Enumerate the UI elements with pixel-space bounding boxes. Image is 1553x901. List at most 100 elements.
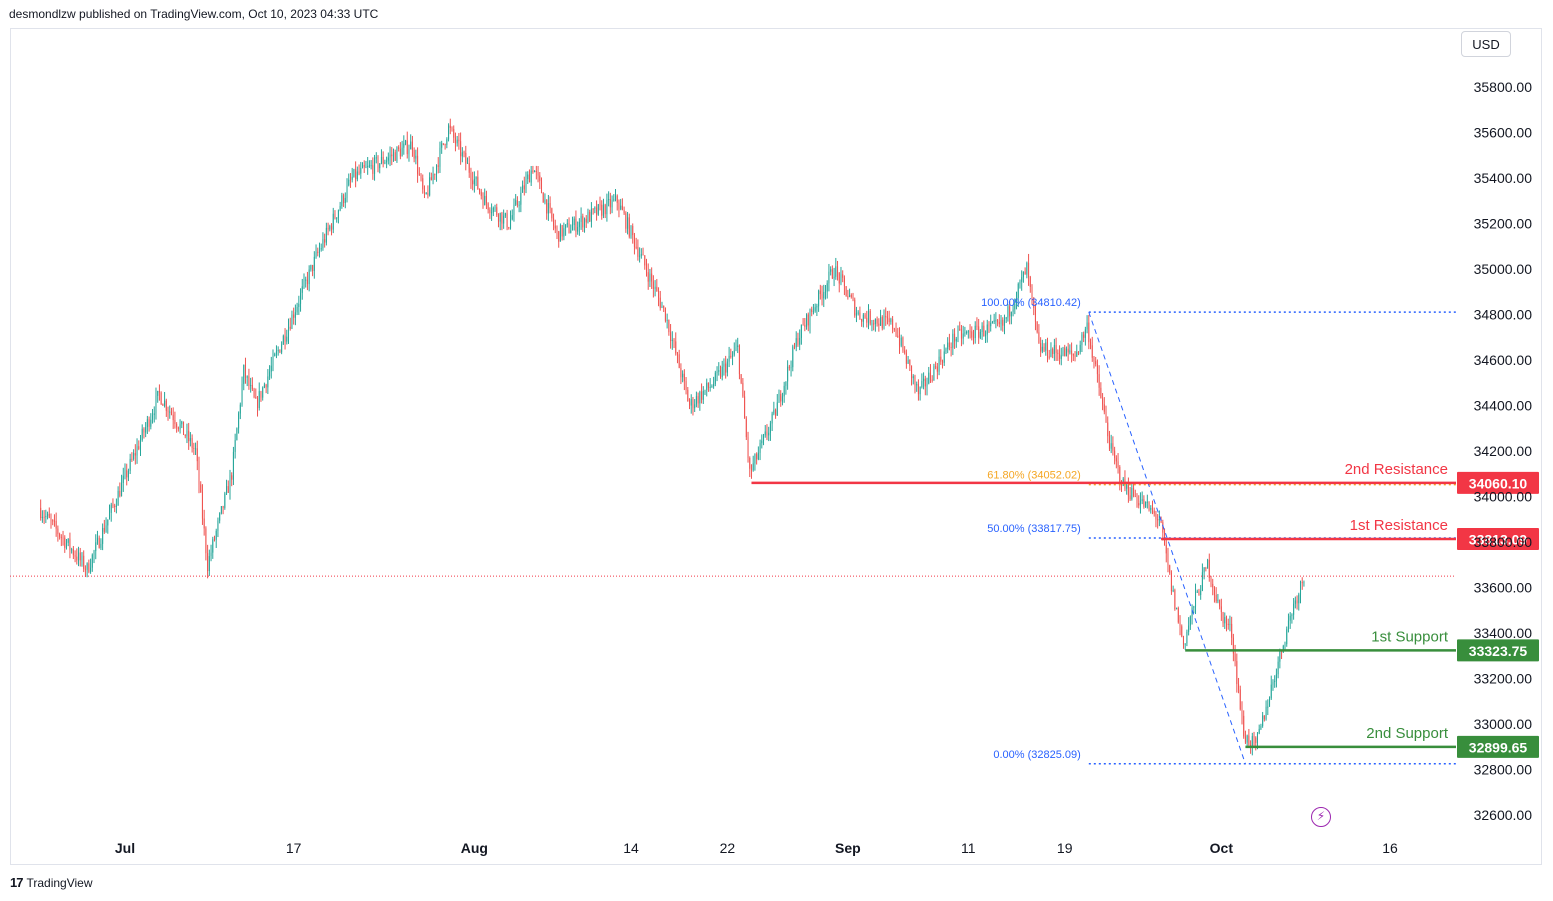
candle-body bbox=[551, 208, 553, 219]
candle-body bbox=[754, 454, 756, 464]
candle-body bbox=[377, 157, 379, 169]
candle bbox=[1162, 519, 1164, 541]
candle bbox=[449, 118, 451, 135]
candle bbox=[423, 185, 425, 199]
currency-button[interactable]: USD bbox=[1461, 31, 1511, 57]
candle bbox=[331, 223, 333, 236]
candle bbox=[468, 156, 470, 178]
candle bbox=[711, 384, 713, 388]
candle-body bbox=[83, 555, 85, 569]
candle-body bbox=[926, 383, 928, 387]
chart-pane[interactable] bbox=[10, 28, 1542, 865]
candle-body bbox=[170, 411, 172, 415]
candle bbox=[410, 134, 412, 150]
candle-body bbox=[528, 174, 530, 183]
candle bbox=[1299, 580, 1302, 604]
candle bbox=[771, 411, 773, 431]
candle-body bbox=[425, 192, 427, 194]
candle-body bbox=[928, 372, 930, 384]
candle bbox=[737, 337, 739, 354]
candle-body bbox=[935, 366, 937, 368]
candle bbox=[1260, 723, 1262, 731]
candle-body bbox=[411, 141, 413, 151]
candle bbox=[48, 507, 50, 519]
candle-body bbox=[881, 316, 883, 329]
candle bbox=[358, 164, 360, 176]
candle bbox=[528, 169, 530, 183]
candle bbox=[90, 558, 92, 574]
candle bbox=[181, 420, 183, 429]
candle bbox=[656, 278, 658, 292]
candle bbox=[1043, 343, 1045, 353]
candle-body bbox=[91, 554, 93, 568]
candle bbox=[768, 426, 770, 442]
y-tick-label: 34000.00 bbox=[1474, 489, 1533, 505]
candle bbox=[446, 137, 448, 149]
candle bbox=[231, 472, 233, 487]
candle-body bbox=[1138, 503, 1140, 506]
candle bbox=[1231, 616, 1233, 646]
candle bbox=[515, 193, 517, 207]
candle-body bbox=[757, 452, 759, 460]
candle-body bbox=[793, 346, 796, 348]
candle-body bbox=[363, 164, 365, 168]
candle-body bbox=[633, 235, 635, 247]
tradingview-logo[interactable]: 17 TradingView bbox=[10, 875, 93, 890]
candle bbox=[1086, 315, 1088, 334]
candle bbox=[1127, 477, 1129, 503]
candle-body bbox=[189, 438, 191, 442]
candle bbox=[594, 206, 596, 214]
candle-body bbox=[1196, 591, 1198, 593]
lightning-icon[interactable]: ⚡ bbox=[1311, 807, 1331, 827]
fib-level-label: 100.00% (34810.42) bbox=[981, 297, 1081, 309]
candle bbox=[375, 152, 377, 164]
candle-body bbox=[177, 427, 179, 430]
candle bbox=[644, 255, 646, 270]
candle bbox=[1102, 393, 1104, 411]
candle bbox=[1172, 585, 1174, 593]
candle bbox=[797, 332, 799, 347]
candle-body bbox=[1074, 355, 1076, 357]
candle bbox=[226, 479, 228, 496]
candle-body bbox=[933, 366, 935, 381]
candle bbox=[454, 132, 456, 152]
candle-body bbox=[525, 179, 527, 190]
candle-body bbox=[222, 506, 224, 508]
candle bbox=[573, 216, 575, 231]
candle-body bbox=[594, 207, 596, 210]
candle bbox=[830, 266, 832, 276]
candle bbox=[279, 349, 281, 354]
candle-body bbox=[972, 337, 975, 339]
candle bbox=[1224, 612, 1226, 629]
candle-body bbox=[183, 421, 185, 435]
candle-body bbox=[561, 225, 563, 237]
candle bbox=[103, 519, 105, 534]
candle-body bbox=[263, 384, 265, 388]
candle bbox=[510, 210, 512, 230]
candle-body bbox=[840, 274, 842, 284]
candle-body bbox=[916, 384, 918, 386]
candle-body bbox=[513, 204, 515, 216]
candle bbox=[146, 415, 148, 434]
candle-body bbox=[1208, 559, 1210, 578]
candle bbox=[436, 164, 438, 182]
candle bbox=[602, 198, 604, 219]
candle-body bbox=[269, 371, 271, 377]
candle-body bbox=[114, 505, 116, 507]
candle bbox=[707, 382, 709, 392]
candle bbox=[563, 222, 565, 241]
candle bbox=[1215, 587, 1217, 604]
candle bbox=[663, 305, 665, 312]
candle bbox=[341, 192, 343, 209]
candle bbox=[654, 280, 656, 297]
y-tick-label: 35400.00 bbox=[1474, 170, 1533, 186]
candle bbox=[520, 186, 522, 213]
candle-body bbox=[590, 208, 592, 222]
candle-body bbox=[1179, 622, 1181, 627]
candle-body bbox=[1090, 342, 1092, 346]
candle-body bbox=[281, 344, 283, 353]
candle bbox=[571, 216, 573, 231]
candle-body bbox=[682, 373, 684, 378]
candle bbox=[115, 498, 117, 514]
